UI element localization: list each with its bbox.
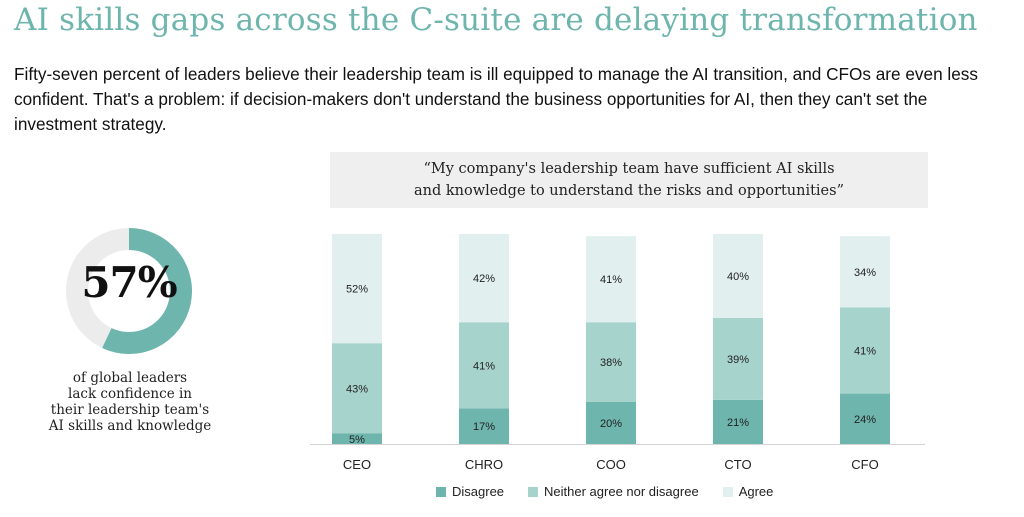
bar-segment <box>713 318 763 400</box>
x-tick-label: CHRO <box>465 457 503 472</box>
x-tick-label: CFO <box>851 457 878 472</box>
donut-caption-line: lack confidence in <box>68 386 192 402</box>
donut-fill <box>102 228 192 354</box>
survey-question: “My company's leadership team have suffi… <box>414 158 844 202</box>
stacked-bar-chart: 5% 43% 52% CEO 17% 41% 42% CHRO 20% 38% 41% COO 21% 3… <box>310 234 925 472</box>
bar-value-label: 39% <box>727 354 749 366</box>
bar-segment <box>713 399 763 444</box>
bar-segment <box>586 402 636 444</box>
bar-segment <box>332 234 382 344</box>
bar-value-label: 40% <box>727 271 749 283</box>
bar-value-label: 41% <box>473 360 495 372</box>
legend-swatch-neither <box>528 486 539 497</box>
bar-value-label: 20% <box>600 418 622 430</box>
bar-value-label: 41% <box>854 346 876 358</box>
legend-swatch-disagree <box>436 486 446 497</box>
legend-item-agree: Agree <box>722 484 774 499</box>
bar-segment <box>840 307 890 394</box>
donut-caption-line: AI skills and knowledge <box>48 418 212 434</box>
bar-value-label: 34% <box>854 267 876 279</box>
bar-value-label: 21% <box>727 417 749 429</box>
bar-value-label: 52% <box>346 284 368 296</box>
bar-value-label: 24% <box>854 414 876 426</box>
bar-segment <box>713 234 763 318</box>
donut-caption-line: their leadership team's <box>50 402 210 418</box>
percent-donut <box>66 228 192 354</box>
legend-label: Neither agree nor disagree <box>544 484 699 499</box>
survey-question-box: “My company's leadership team have suffi… <box>330 152 928 208</box>
bar-segment <box>586 236 636 323</box>
bar-segment <box>840 236 890 308</box>
bar-value-label: 42% <box>473 273 495 285</box>
x-tick-label: CEO <box>343 457 371 472</box>
bar-value-label: 43% <box>346 383 368 395</box>
bar-segment <box>459 234 509 323</box>
donut-caption-line: of global leaders <box>72 370 188 386</box>
bar-value-label: 41% <box>600 274 622 286</box>
legend-label: Agree <box>738 484 774 499</box>
bar-value-label: 38% <box>600 357 622 369</box>
legend-item-neither: Neither agree nor disagree <box>528 484 699 499</box>
bar-segment <box>459 408 509 444</box>
chart-legend: Disagree Neither agree nor disagree Agre… <box>436 484 773 499</box>
donut-percent-label: 57% <box>81 258 177 307</box>
survey-question-line-1: “My company's leadership team have suffi… <box>423 161 835 177</box>
bar-value-label: 17% <box>473 421 495 433</box>
page-title: AI skills gaps across the C-suite are de… <box>14 2 978 38</box>
survey-question-line-2: and knowledge to understand the risks an… <box>414 183 844 199</box>
bar-segment <box>459 322 509 409</box>
bar-segment <box>586 322 636 402</box>
bar-segment <box>332 343 382 434</box>
legend-label: Disagree <box>452 484 505 499</box>
x-tick-label: COO <box>596 457 626 472</box>
intro-paragraph: Fifty-seven percent of leaders believe t… <box>14 64 978 134</box>
x-tick-label: CTO <box>724 457 751 472</box>
bar-segment <box>332 433 382 444</box>
donut-caption: of global leaders lack confidence in the… <box>30 370 230 434</box>
bar-value-label: 5% <box>349 434 365 446</box>
legend-swatch-agree <box>722 486 733 497</box>
bar-segment <box>840 393 890 444</box>
legend-item-disagree: Disagree <box>436 484 504 499</box>
